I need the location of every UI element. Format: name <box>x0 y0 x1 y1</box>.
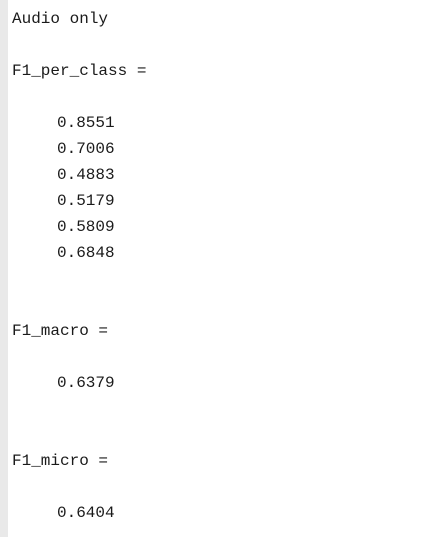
f1-micro-value: 0.6404 <box>57 504 115 522</box>
header-text: Audio only <box>12 10 109 28</box>
f1-per-class-value: 0.8551 <box>57 114 115 132</box>
f1-per-class-value: 0.6848 <box>57 244 115 262</box>
f1-per-class-value: 0.7006 <box>57 140 115 158</box>
f1-per-class-value: 0.4883 <box>57 166 115 184</box>
f1-macro-label: F1_macro = <box>12 322 109 340</box>
f1-macro-value: 0.6379 <box>57 374 115 392</box>
f1-per-class-label: F1_per_class = <box>12 62 147 80</box>
f1-per-class-value: 0.5809 <box>57 218 115 236</box>
f1-per-class-value: 0.5179 <box>57 192 115 210</box>
f1-micro-label: F1_micro = <box>12 452 109 470</box>
left-gutter <box>0 0 8 537</box>
